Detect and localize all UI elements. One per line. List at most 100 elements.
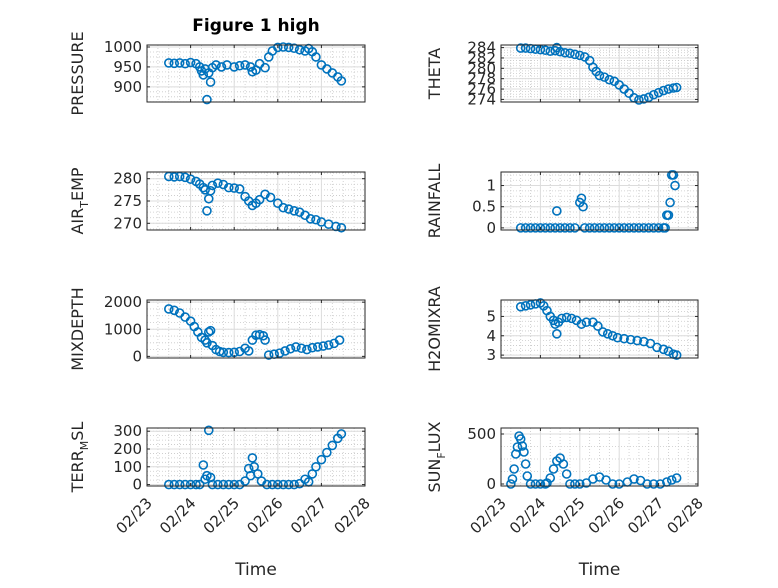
data-point (648, 479, 659, 489)
data-point (509, 464, 519, 474)
data-point (581, 317, 592, 328)
data-point (634, 95, 644, 105)
data-point (552, 329, 562, 339)
data-point (515, 223, 526, 233)
data-point (671, 473, 682, 483)
data-point (658, 344, 669, 355)
data-point (180, 479, 190, 490)
data-point (560, 223, 570, 233)
data-point (663, 346, 674, 357)
y-tick-label: 300 (113, 422, 142, 440)
data-point (289, 43, 299, 53)
data-point (639, 336, 649, 347)
data-point (589, 223, 600, 233)
data-point (535, 223, 546, 233)
y-axis-label-subscript: M (78, 441, 91, 451)
data-point (185, 174, 196, 184)
data-point (169, 58, 180, 69)
y-tick-label: 278 (467, 70, 496, 88)
y-tick-label: 2000 (104, 293, 142, 311)
data-point (296, 343, 307, 354)
data-point (545, 473, 556, 483)
axes-box (500, 299, 699, 359)
data-point (213, 479, 223, 490)
data-point (540, 45, 551, 55)
data-point (663, 210, 674, 220)
data-point (254, 194, 265, 205)
y-axis-label: RAINFALL (425, 164, 444, 239)
y-tick-label: 1000 (104, 38, 142, 56)
data-point (223, 182, 234, 193)
data-point (614, 223, 625, 233)
y-axis-label-part: H2OMIXRA (425, 286, 444, 372)
data-point (294, 44, 305, 55)
data-point (565, 479, 575, 489)
y-axis-label: AIRTEMP (68, 167, 91, 234)
data-point (520, 300, 531, 311)
data-point (185, 479, 196, 490)
y-tick-label: 0 (132, 476, 142, 494)
data-point (648, 89, 659, 100)
data-point (594, 70, 605, 81)
data-point (216, 62, 227, 72)
subplot-airtemp: 270 275 280 AIRTEMP (68, 167, 366, 235)
chart-title: Figure 1 high (192, 16, 320, 36)
y-axis-label: TERRMSL (68, 422, 91, 494)
data-point (213, 178, 223, 188)
x-tick-label: 02/28 (331, 494, 374, 537)
data-point (560, 47, 570, 58)
data-point (278, 42, 289, 52)
data-point (316, 454, 327, 465)
data-point (283, 42, 294, 53)
data-point (174, 58, 185, 68)
data-point (597, 327, 608, 337)
data-point (634, 223, 644, 233)
y-axis-label-part: EMP (68, 167, 87, 201)
data-point (218, 347, 229, 358)
data-point (289, 479, 299, 490)
data-point (207, 479, 218, 490)
data-point (334, 335, 345, 345)
data-point (668, 170, 679, 180)
data-point (260, 335, 270, 345)
data-point (545, 223, 556, 233)
y-axis-label: H2OMIXRA (425, 286, 444, 372)
data-point (198, 460, 209, 470)
data-point (194, 479, 205, 490)
x-tick-label: 02/23 (467, 494, 510, 537)
y-tick-label: 200 (113, 440, 142, 458)
data-point (525, 223, 536, 233)
data-point (267, 479, 278, 490)
subplot-mixdepth: 0 1000 2000 MIXDEPTH (68, 287, 366, 371)
y-tick-label: 0 (486, 219, 496, 237)
data-point (203, 327, 214, 337)
data-point (211, 60, 221, 70)
x-tick-label: 02/25 (545, 494, 588, 537)
y-tick-label: 282 (467, 49, 496, 67)
y-tick-label: 0.5 (472, 198, 496, 216)
data-point (520, 459, 531, 469)
data-point (556, 313, 567, 324)
data-point (169, 479, 180, 490)
x-tick-label: 02/28 (664, 494, 707, 537)
data-point (200, 185, 210, 195)
data-point (535, 479, 546, 489)
y-tick-label: 275 (113, 192, 142, 210)
data-point (283, 479, 294, 490)
data-point (642, 479, 652, 489)
y-tick-label: 270 (113, 214, 142, 232)
data-point (552, 206, 562, 216)
y-tick-label: 900 (113, 78, 142, 96)
data-point (234, 184, 245, 194)
data-point (570, 223, 580, 233)
data-point (624, 223, 634, 233)
data-point (205, 185, 216, 196)
x-tick-label: 02/27 (287, 494, 330, 537)
data-point (593, 321, 603, 331)
data-point (198, 70, 209, 80)
data-point (180, 172, 190, 183)
data-point (665, 197, 675, 208)
data-point (202, 338, 212, 348)
y-axis-label-subscript: F (435, 452, 448, 458)
